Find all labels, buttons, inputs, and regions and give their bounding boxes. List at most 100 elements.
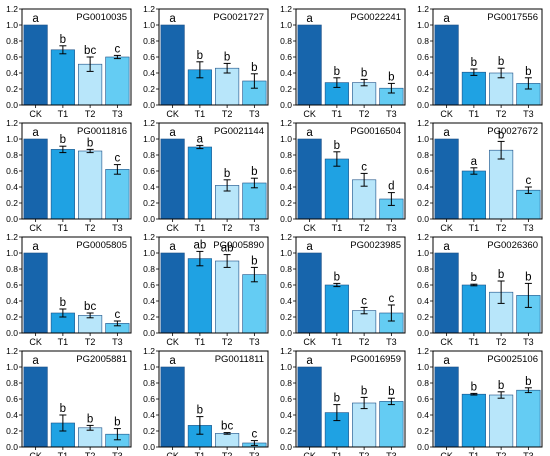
significance-letter: b: [87, 137, 93, 149]
y-tick-label: 1.2: [6, 4, 18, 14]
significance-letter: b: [498, 129, 504, 141]
significance-letter: b: [60, 134, 66, 146]
bar-t2: [215, 260, 240, 334]
y-tick-label: 0.0: [6, 442, 18, 452]
y-tick-label: 0.8: [280, 150, 292, 160]
y-tick-label: 0.2: [6, 426, 18, 436]
y-tick-label: 0.2: [417, 84, 429, 94]
x-tick-label: T1: [58, 223, 69, 233]
y-tick-label: 0.2: [6, 198, 18, 208]
y-tick-label: 0.2: [280, 426, 292, 436]
significance-letter: a: [443, 127, 450, 139]
bar-t1: [461, 71, 486, 106]
significance-letter: a: [197, 133, 204, 145]
plot-frame: [432, 350, 543, 448]
y-tick-label: 1.0: [280, 20, 292, 30]
y-tick-label: 0.2: [417, 312, 429, 322]
bar-t3: [379, 401, 404, 448]
panel-title: PG0005805: [76, 240, 127, 251]
significance-letter: c: [389, 293, 395, 305]
y-tick-label: 0.6: [143, 52, 155, 62]
bar-ck: [297, 252, 322, 334]
y-tick-label: 0.6: [280, 166, 292, 176]
significance-letter: b: [251, 255, 257, 267]
x-tick-label: CK: [166, 337, 179, 347]
y-tick-label: 0.0: [280, 214, 292, 224]
y-tick-label: 1.2: [6, 232, 18, 242]
y-tick-label: 1.2: [143, 346, 155, 356]
y-tick-label: 0.4: [143, 296, 155, 306]
significance-letter: c: [115, 43, 121, 55]
y-tick-label: 0.2: [143, 312, 155, 322]
y-tick-label: 1.2: [417, 346, 429, 356]
x-tick-label: T2: [85, 223, 96, 233]
y-tick-label: 1.0: [6, 248, 18, 258]
x-tick-label: CK: [303, 337, 316, 347]
significance-letter: b: [498, 56, 504, 68]
x-tick-label: T3: [112, 109, 123, 119]
significance-letter: b: [361, 67, 367, 79]
x-tick-label: CK: [303, 109, 316, 119]
y-tick-label: 1.0: [280, 248, 292, 258]
bar-t1: [461, 170, 486, 220]
y-tick-label: 0.6: [417, 52, 429, 62]
x-tick-label: T3: [249, 337, 260, 347]
significance-letter: bc: [84, 301, 96, 313]
y-tick-label: 0.4: [417, 182, 429, 192]
y-tick-label: 1.2: [417, 232, 429, 242]
bar-t3: [105, 169, 130, 220]
significance-letter: a: [169, 355, 176, 367]
panel: 0.0 0.2 0.4 0.6 0.8 1.0 1.2 a CK ab T1 ab T2 b T3 PG000…: [143, 232, 269, 347]
x-tick-label: CK: [440, 337, 453, 347]
x-tick-label: T2: [496, 337, 507, 347]
y-tick-label: 1.2: [417, 118, 429, 128]
y-tick-label: 0.8: [143, 150, 155, 160]
bar-t3: [105, 56, 130, 106]
y-tick-label: 1.0: [143, 248, 155, 258]
significance-letter: a: [306, 355, 313, 367]
y-tick-label: 0.6: [143, 166, 155, 176]
panel: 0.0 0.2 0.4 0.6 0.8 1.0 1.2 a CK b T1 b T2 b T3 PG00169…: [280, 346, 406, 456]
x-tick-label: T3: [523, 109, 534, 119]
y-tick-label: 1.0: [280, 362, 292, 372]
x-tick-label: T3: [523, 337, 534, 347]
panel-title: PG0023985: [350, 240, 401, 251]
panel-title: PG2005881: [76, 354, 127, 365]
y-tick-label: 1.2: [143, 4, 155, 14]
y-tick-label: 0.0: [6, 214, 18, 224]
panel-title: PG0016504: [350, 126, 401, 137]
plot-frame: [432, 122, 543, 220]
significance-letter: a: [443, 13, 450, 25]
bar-ck: [434, 24, 459, 106]
x-tick-label: T3: [112, 451, 123, 456]
y-tick-label: 0.0: [280, 100, 292, 110]
y-tick-label: 0.2: [6, 84, 18, 94]
bar-t3: [242, 182, 267, 220]
y-tick-label: 0.4: [280, 296, 292, 306]
panel-title: PG0026360: [487, 240, 538, 251]
y-tick-label: 1.2: [280, 346, 292, 356]
significance-letter: c: [361, 161, 367, 173]
x-tick-label: CK: [29, 451, 42, 456]
y-tick-label: 0.4: [417, 68, 429, 78]
y-tick-label: 1.0: [6, 362, 18, 372]
x-tick-label: CK: [440, 451, 453, 456]
y-tick-label: 0.8: [6, 150, 18, 160]
panel: 0.0 0.2 0.4 0.6 0.8 1.0 1.2 a CK b T1 bc T2 c T3 PG0010…: [6, 4, 132, 119]
x-tick-label: T1: [58, 337, 69, 347]
significance-letter: c: [526, 175, 532, 187]
bar-t1: [50, 149, 75, 220]
y-tick-label: 1.2: [280, 232, 292, 242]
bar-t1: [187, 258, 212, 334]
x-tick-label: T2: [222, 223, 233, 233]
y-tick-label: 0.0: [6, 328, 18, 338]
x-tick-label: T2: [359, 109, 370, 119]
y-tick-label: 1.0: [280, 134, 292, 144]
significance-letter: c: [115, 153, 121, 165]
x-tick-label: T1: [469, 337, 480, 347]
x-tick-label: T1: [58, 451, 69, 456]
significance-letter: a: [169, 13, 176, 25]
x-tick-label: T3: [386, 451, 397, 456]
bar-t1: [187, 146, 212, 220]
significance-letter: b: [87, 413, 93, 425]
